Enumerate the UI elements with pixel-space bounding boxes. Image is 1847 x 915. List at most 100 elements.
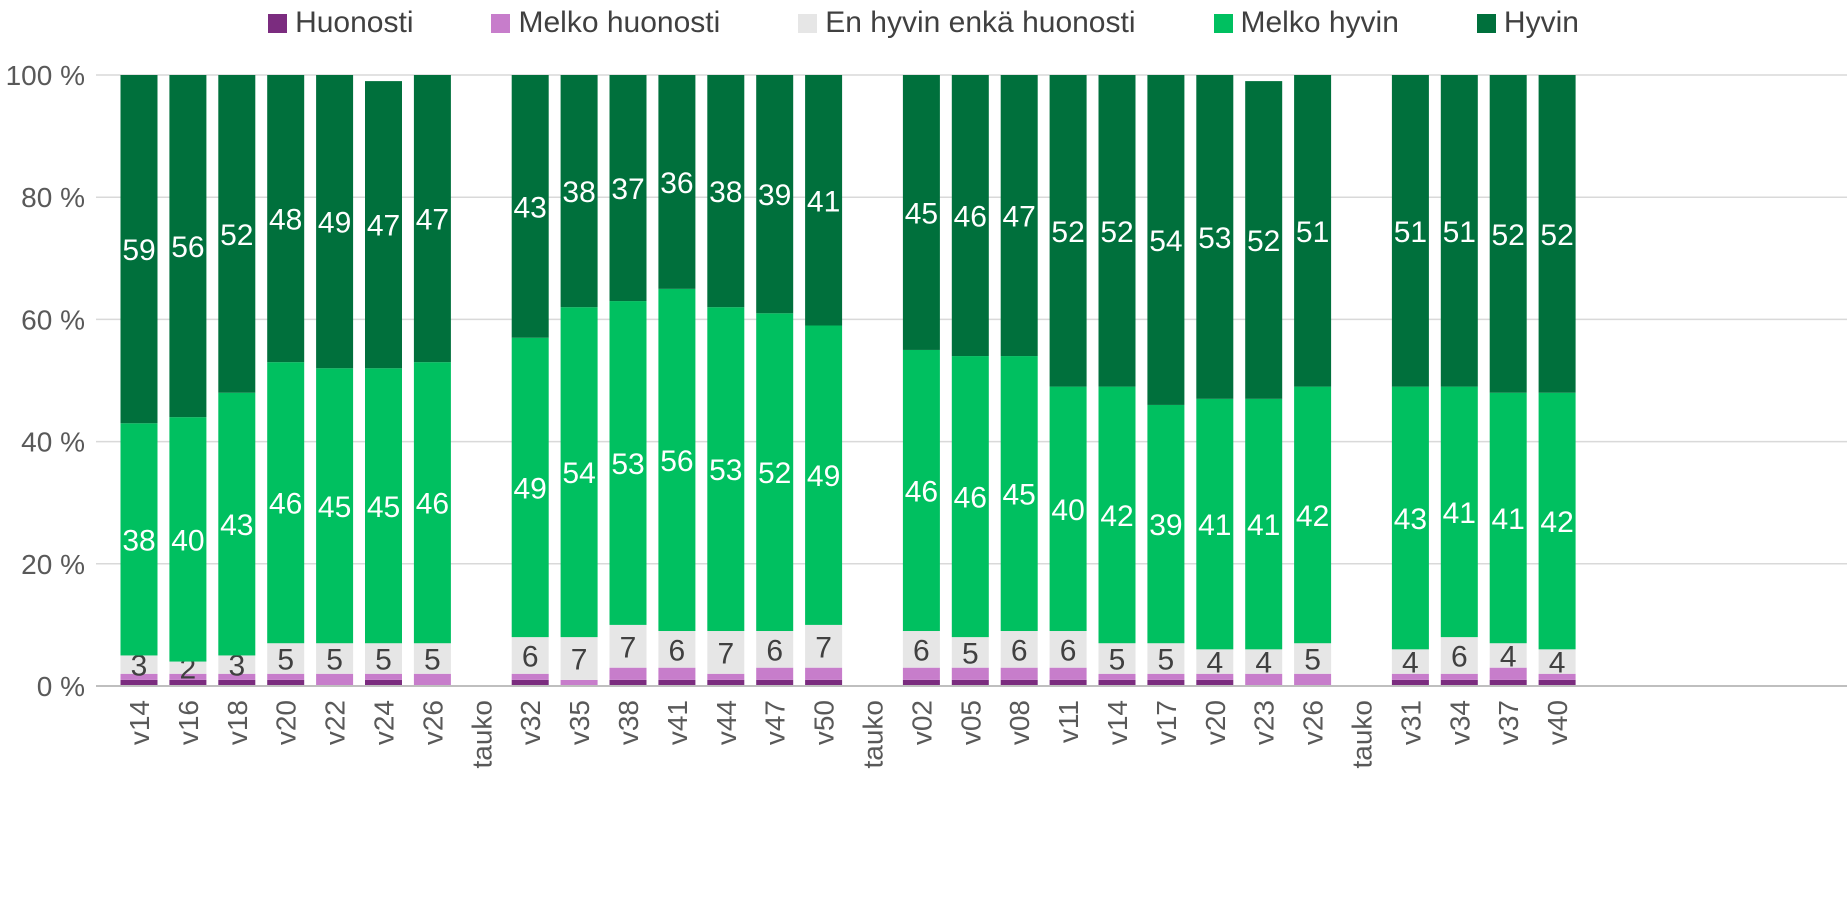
bar-segment [365,643,402,674]
data-label: 42 [1296,500,1329,533]
bar-segment [1196,673,1234,680]
bar-segment [805,325,843,625]
legend-label: En hyvin enkä huonosti [825,6,1136,39]
legend-label: Melko huonosti [518,6,721,39]
bar-segment [1098,386,1136,644]
bar-segment [1489,679,1527,686]
bar-segment [365,368,402,644]
legend-swatch [1213,13,1233,33]
y-tick-label: 40 % [21,427,85,458]
data-label: 38 [562,176,595,209]
x-tick-label: v35 [564,700,595,745]
data-label: 43 [514,191,547,224]
x-tick-label: v11 [1053,700,1084,743]
legend-label: Hyvin [1503,6,1579,39]
bar-segment [1391,673,1429,680]
bar-segment [1245,398,1283,650]
data-label: 51 [1296,216,1329,249]
data-label: 46 [954,482,987,515]
bar-segment [365,81,402,369]
bar-segment [316,673,354,686]
data-label: 42 [1540,506,1573,539]
x-tick-label: v08 [1004,700,1035,745]
bar-segment [1000,356,1038,632]
x-tick-label: v24 [369,700,400,745]
bar-segment [609,679,647,686]
legend-swatch [1476,13,1496,33]
legend-label: Huonosti [295,6,414,39]
bar-segment [609,624,647,668]
legend-swatch [798,13,818,33]
data-label: 47 [1003,201,1036,234]
bar-segment [1538,673,1576,680]
data-label: 51 [1394,216,1427,249]
bar-segment [1049,75,1087,387]
bar-segment [365,679,402,686]
bar-segment [902,667,940,680]
bar-segment [951,679,989,686]
bar-segment [1440,75,1478,387]
x-tick-label: v31 [1395,700,1426,745]
data-label: 41 [1247,509,1280,542]
data-label: 41 [1492,503,1525,536]
data-label: 56 [171,231,204,264]
bar-segment [1538,679,1576,686]
bar-segment [560,679,598,686]
data-label: 41 [807,185,840,218]
data-label: 3 [131,650,148,683]
legend-item: Melko huonosti [491,6,720,40]
data-label: 6 [669,634,686,667]
data-label: 41 [1443,497,1476,530]
y-tick-label: 20 % [21,549,85,580]
bar-segment [609,667,647,680]
bar-segment [1294,643,1332,674]
data-label: 7 [620,631,637,664]
bar-segment [1245,649,1283,674]
chart-legend: Huonosti Melko huonosti En hyvin enkä huon… [0,0,1847,46]
bar-segment [267,643,305,674]
bar-segment [658,288,696,632]
bar-segment [1294,673,1332,686]
bar-segment [1049,679,1087,686]
bar-segment [1049,386,1087,632]
bar-segment [1147,643,1185,674]
bar-segment [267,673,305,680]
bar-segment [218,673,256,680]
data-label: 38 [122,524,155,557]
data-label: 5 [424,644,441,677]
bar-segment [1538,392,1576,650]
data-label: 3 [228,650,245,683]
x-tick-label: v47 [760,700,791,745]
bar-segment [169,679,207,686]
bar-segment [1147,673,1185,680]
bar-segment [1000,75,1038,357]
bar-segment [1440,673,1478,680]
x-tick-label: v34 [1444,700,1475,745]
bar-segment [120,655,158,674]
bar-segment [707,631,745,674]
bar-segment [560,637,598,680]
x-tick-label: v50 [809,700,840,745]
data-label: 49 [318,207,351,240]
bar-segment [756,667,794,680]
data-label: 49 [514,472,547,505]
data-label: 6 [1451,640,1468,673]
bar-segment [1245,81,1283,399]
bar-segment [1049,667,1087,680]
bar-segment [609,75,647,302]
bar-segment [1538,75,1576,393]
bar-segment [1196,649,1234,674]
legend-label: Melko hyvin [1240,6,1399,39]
data-label: 7 [815,631,832,664]
bar-segment [169,661,207,674]
data-label: 6 [913,634,930,667]
data-label: 53 [611,448,644,481]
data-label: 48 [269,204,302,237]
bar-segment [413,75,451,363]
data-label: 6 [766,634,783,667]
data-label: 4 [1402,647,1419,680]
bar-segment [1391,679,1429,686]
legend-item: En hyvin enkä huonosti [798,6,1136,40]
data-label: 40 [171,524,204,557]
